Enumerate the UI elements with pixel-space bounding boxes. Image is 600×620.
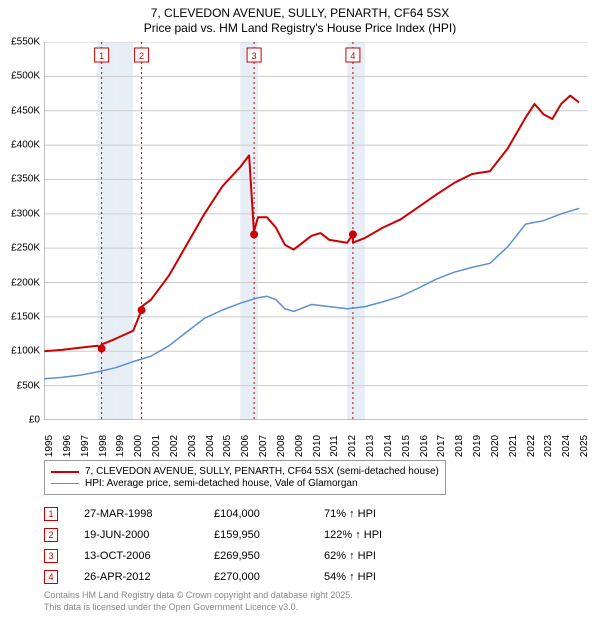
y-tick-label: £450K (11, 105, 40, 116)
legend-label: 7, CLEVEDON AVENUE, SULLY, PENARTH, CF64… (85, 466, 439, 477)
y-tick-label: £200K (11, 277, 40, 288)
x-tick-label: 1996 (62, 435, 73, 457)
sale-price: £104,000 (214, 508, 324, 520)
footer-attribution: Contains HM Land Registry data © Crown c… (44, 590, 353, 613)
footer-line2: This data is licensed under the Open Gov… (44, 602, 353, 614)
x-tick-label: 2010 (312, 435, 323, 457)
legend-swatch (51, 471, 79, 473)
title-block: 7, CLEVEDON AVENUE, SULLY, PENARTH, CF64… (0, 0, 600, 35)
sale-marker-number: 2 (44, 528, 58, 542)
footer-line1: Contains HM Land Registry data © Crown c… (44, 590, 353, 602)
x-tick-label: 2018 (454, 435, 465, 457)
x-tick-label: 2001 (151, 435, 162, 457)
x-tick-label: 2015 (401, 435, 412, 457)
sale-pct-vs-hpi: 54% ↑ HPI (324, 571, 414, 583)
x-tick-label: 2003 (187, 435, 198, 457)
sale-pct-vs-hpi: 62% ↑ HPI (324, 550, 414, 562)
x-tick-label: 2000 (133, 435, 144, 457)
x-tick-label: 2014 (383, 435, 394, 457)
sale-pct-vs-hpi: 122% ↑ HPI (324, 529, 414, 541)
legend-label: HPI: Average price, semi-detached house,… (85, 478, 358, 489)
x-tick-label: 2005 (222, 435, 233, 457)
y-tick-label: £350K (11, 174, 40, 185)
y-tick-label: £400K (11, 140, 40, 151)
sale-row: 4 26-APR-2012£270,00054% ↑ HPI (44, 566, 414, 587)
sale-marker-number: 4 (44, 570, 58, 584)
title-line2: Price paid vs. HM Land Registry's House … (0, 21, 600, 35)
svg-text:1: 1 (99, 51, 104, 61)
sale-pct-vs-hpi: 71% ↑ HPI (324, 508, 414, 520)
x-tick-label: 2004 (205, 435, 216, 457)
chart-plot-area: 1 2 3 4 (44, 42, 588, 420)
x-tick-label: 1999 (115, 435, 126, 457)
x-tick-label: 2007 (258, 435, 269, 457)
sale-date: 13-OCT-2006 (84, 550, 214, 562)
svg-text:2: 2 (139, 51, 144, 61)
sale-price: £159,950 (214, 529, 324, 541)
y-tick-label: £50K (17, 380, 40, 391)
y-tick-label: £500K (11, 71, 40, 82)
y-axis-labels: £0£50K£100K£150K£200K£250K£300K£350K£400… (0, 42, 42, 420)
x-tick-label: 1995 (44, 435, 55, 457)
sale-row: 2 19-JUN-2000£159,950122% ↑ HPI (44, 524, 414, 545)
x-tick-label: 2012 (347, 435, 358, 457)
x-tick-label: 1998 (98, 435, 109, 457)
x-axis-labels: 1995 1996 1997 1998 1999 2000 2001 2002 2003 2004… (44, 422, 588, 458)
x-tick-label: 2017 (436, 435, 447, 457)
legend-row: HPI: Average price, semi-detached house,… (51, 478, 439, 489)
sale-marker-number: 3 (44, 549, 58, 563)
chart-container: 7, CLEVEDON AVENUE, SULLY, PENARTH, CF64… (0, 0, 600, 620)
x-tick-label: 2023 (543, 435, 554, 457)
x-tick-label: 2025 (579, 435, 590, 457)
legend: 7, CLEVEDON AVENUE, SULLY, PENARTH, CF64… (44, 460, 446, 495)
sale-row: 3 13-OCT-2006£269,95062% ↑ HPI (44, 545, 414, 566)
x-tick-label: 1997 (80, 435, 91, 457)
x-tick-label: 2022 (526, 435, 537, 457)
sale-price: £270,000 (214, 571, 324, 583)
svg-text:3: 3 (252, 51, 257, 61)
x-tick-label: 2019 (472, 435, 483, 457)
x-tick-label: 2002 (169, 435, 180, 457)
y-tick-label: £100K (11, 346, 40, 357)
chart-svg: 1 2 3 4 (44, 42, 588, 420)
y-tick-label: £0 (29, 415, 40, 426)
x-tick-label: 2021 (508, 435, 519, 457)
legend-row: 7, CLEVEDON AVENUE, SULLY, PENARTH, CF64… (51, 466, 439, 477)
sale-date: 27-MAR-1998 (84, 508, 214, 520)
sale-marker-number: 1 (44, 507, 58, 521)
sales-table: 1 27-MAR-1998£104,00071% ↑ HPI 2 19-JUN-200… (44, 503, 414, 587)
y-tick-label: £250K (11, 243, 40, 254)
x-tick-label: 2008 (276, 435, 287, 457)
x-tick-label: 2009 (294, 435, 305, 457)
title-line1: 7, CLEVEDON AVENUE, SULLY, PENARTH, CF64… (0, 6, 600, 20)
y-tick-label: £300K (11, 208, 40, 219)
y-tick-label: £550K (11, 37, 40, 48)
x-tick-label: 2013 (365, 435, 376, 457)
sale-date: 19-JUN-2000 (84, 529, 214, 541)
y-tick-label: £150K (11, 311, 40, 322)
x-tick-label: 2020 (490, 435, 501, 457)
x-tick-label: 2011 (329, 435, 340, 457)
sale-price: £269,950 (214, 550, 324, 562)
x-tick-label: 2006 (240, 435, 251, 457)
legend-swatch (51, 483, 79, 484)
sale-row: 1 27-MAR-1998£104,00071% ↑ HPI (44, 503, 414, 524)
sale-date: 26-APR-2012 (84, 571, 214, 583)
x-tick-label: 2016 (419, 435, 430, 457)
svg-text:4: 4 (350, 51, 355, 61)
x-tick-label: 2024 (561, 435, 572, 457)
